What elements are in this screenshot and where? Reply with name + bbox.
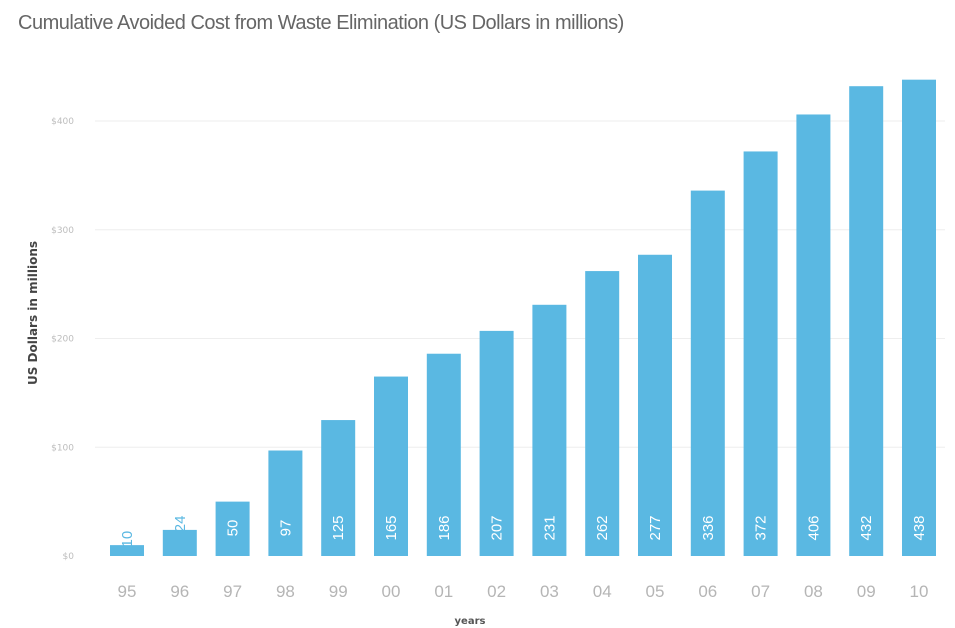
data-label: 50 — [225, 520, 242, 537]
bar — [585, 271, 620, 556]
bar — [162, 529, 197, 556]
bar — [532, 304, 567, 556]
x-tick-label: 09 — [857, 582, 876, 601]
x-tick-label: 02 — [487, 582, 506, 601]
x-tick-label: 07 — [751, 582, 770, 601]
data-label: 97 — [277, 520, 294, 537]
x-tick-label: 04 — [593, 582, 612, 601]
bar — [690, 190, 725, 556]
x-tick-label: 97 — [223, 582, 242, 601]
bar — [743, 151, 778, 556]
x-tick-label: 08 — [804, 582, 823, 601]
x-tick-label: 10 — [910, 582, 929, 601]
bar — [426, 353, 461, 556]
x-tick-label: 95 — [118, 582, 137, 601]
bar — [110, 545, 144, 556]
bar — [321, 420, 356, 556]
x-tick-label: 00 — [382, 582, 401, 601]
data-label: 10 — [119, 531, 136, 548]
bar — [638, 254, 672, 556]
bar — [215, 501, 250, 556]
x-axis-ticks: 95 96 97 98 99 00 01 02 03 04 05 06 07 08 09 10 — [118, 582, 929, 601]
data-labels: 10 24 50 97 125 165 186 207 231 262 277 336 372 406 43… — [119, 515, 928, 547]
x-tick-label: 03 — [540, 582, 559, 601]
data-label: 336 — [700, 515, 717, 540]
data-label: 277 — [647, 515, 664, 540]
y-axis-label: US Dollars in millions — [26, 241, 40, 385]
x-tick-label: 05 — [646, 582, 665, 601]
x-tick-label: 99 — [329, 582, 348, 601]
data-label: 231 — [541, 515, 558, 540]
bars — [110, 79, 936, 557]
data-label: 262 — [594, 515, 611, 540]
y-tick-label: $400 — [51, 117, 74, 127]
y-tick-label: $200 — [51, 335, 74, 345]
y-tick-label: $0 — [63, 552, 75, 562]
data-label: 125 — [330, 515, 347, 540]
x-axis-label: years — [455, 616, 486, 627]
y-tick-label: $300 — [51, 226, 74, 236]
data-label: 186 — [436, 515, 453, 540]
y-axis-ticks: $0 $100 $200 $300 $400 — [51, 117, 74, 562]
bar — [902, 79, 936, 557]
bar — [374, 376, 408, 556]
data-label: 432 — [858, 515, 875, 540]
y-tick-label: $100 — [51, 443, 74, 453]
x-tick-label: 96 — [170, 582, 189, 601]
x-tick-label: 06 — [698, 582, 717, 601]
data-label: 165 — [383, 515, 400, 540]
x-tick-label: 01 — [434, 582, 453, 601]
data-label: 24 — [172, 516, 189, 533]
bar — [849, 86, 884, 556]
x-tick-label: 98 — [276, 582, 295, 601]
bar — [479, 330, 514, 556]
data-label: 438 — [911, 515, 928, 540]
data-label: 372 — [753, 515, 770, 540]
bar — [796, 114, 831, 556]
data-label: 406 — [805, 515, 822, 540]
bar — [268, 450, 303, 556]
data-label: 207 — [489, 515, 506, 540]
chart-title: Cumulative Avoided Cost from Waste Elimi… — [18, 12, 624, 34]
